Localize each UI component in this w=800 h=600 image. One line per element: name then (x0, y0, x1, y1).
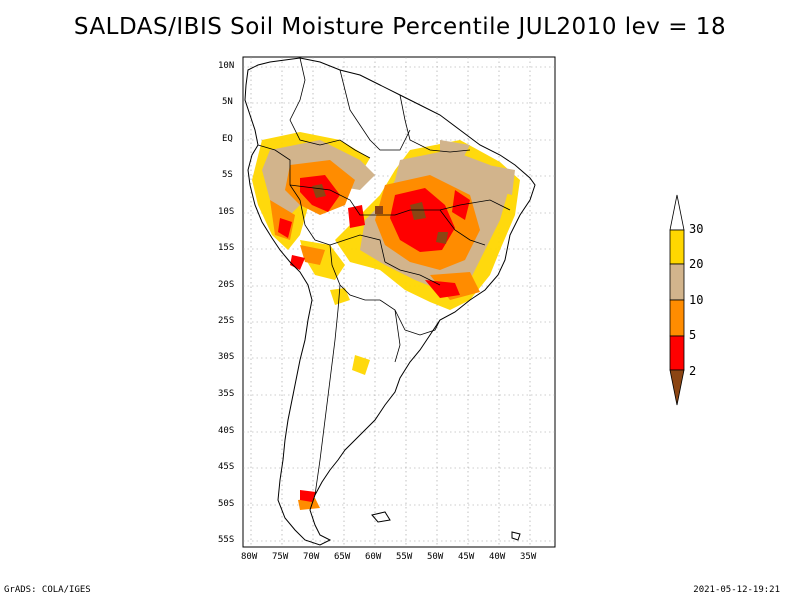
legend-segment-20-30 (669, 229, 685, 265)
map-title: SALDAS/IBIS Soil Moisture Percentile JUL… (73, 14, 727, 40)
legend-label-20: 20 (689, 257, 704, 271)
lat-label: 40S (218, 426, 235, 436)
colorbar-legend (669, 194, 685, 406)
legend-label-5: 5 (689, 328, 697, 342)
lat-label: 10N (218, 61, 235, 71)
percentile-shading (252, 132, 520, 510)
timestamp-text: 2021-05-12-19:21 (693, 585, 780, 595)
lat-label: 25S (218, 316, 235, 326)
legend-segment-5-10 (669, 299, 685, 337)
lat-label: 10S (218, 207, 235, 217)
lat-label: 45S (218, 462, 235, 472)
lat-label: 5N (222, 97, 233, 107)
lat-label: 30S (218, 352, 235, 362)
lon-label: 80W (241, 552, 258, 562)
legend-segment-10-20 (669, 263, 685, 301)
lon-label: 55W (396, 552, 413, 562)
lat-label: 15S (218, 243, 235, 253)
legend-label-2: 2 (689, 364, 697, 378)
map-frame (242, 56, 556, 548)
legend-segment-above-30 (669, 194, 685, 231)
lon-label: 40W (489, 552, 506, 562)
lon-label: 45W (458, 552, 475, 562)
lat-label: EQ (222, 134, 233, 144)
lat-label: 50S (218, 499, 235, 509)
lat-label: 20S (218, 280, 235, 290)
coastlines (244, 57, 536, 546)
lat-label: 35S (218, 389, 235, 399)
country-borders (257, 57, 511, 496)
legend-segment-2-5 (669, 335, 685, 371)
legend-segment-below-2 (669, 369, 685, 406)
legend-label-10: 10 (689, 293, 704, 307)
lon-label: 70W (303, 552, 320, 562)
legend-label-30: 30 (689, 222, 704, 236)
lat-label: 55S (218, 535, 235, 545)
lon-label: 65W (334, 552, 351, 562)
lon-label: 75W (272, 552, 289, 562)
lon-label: 60W (365, 552, 382, 562)
lon-label: 50W (427, 552, 444, 562)
lat-label: 5S (222, 170, 233, 180)
lon-label: 35W (520, 552, 537, 562)
credit-text: GrADS: COLA/IGES (4, 585, 91, 595)
